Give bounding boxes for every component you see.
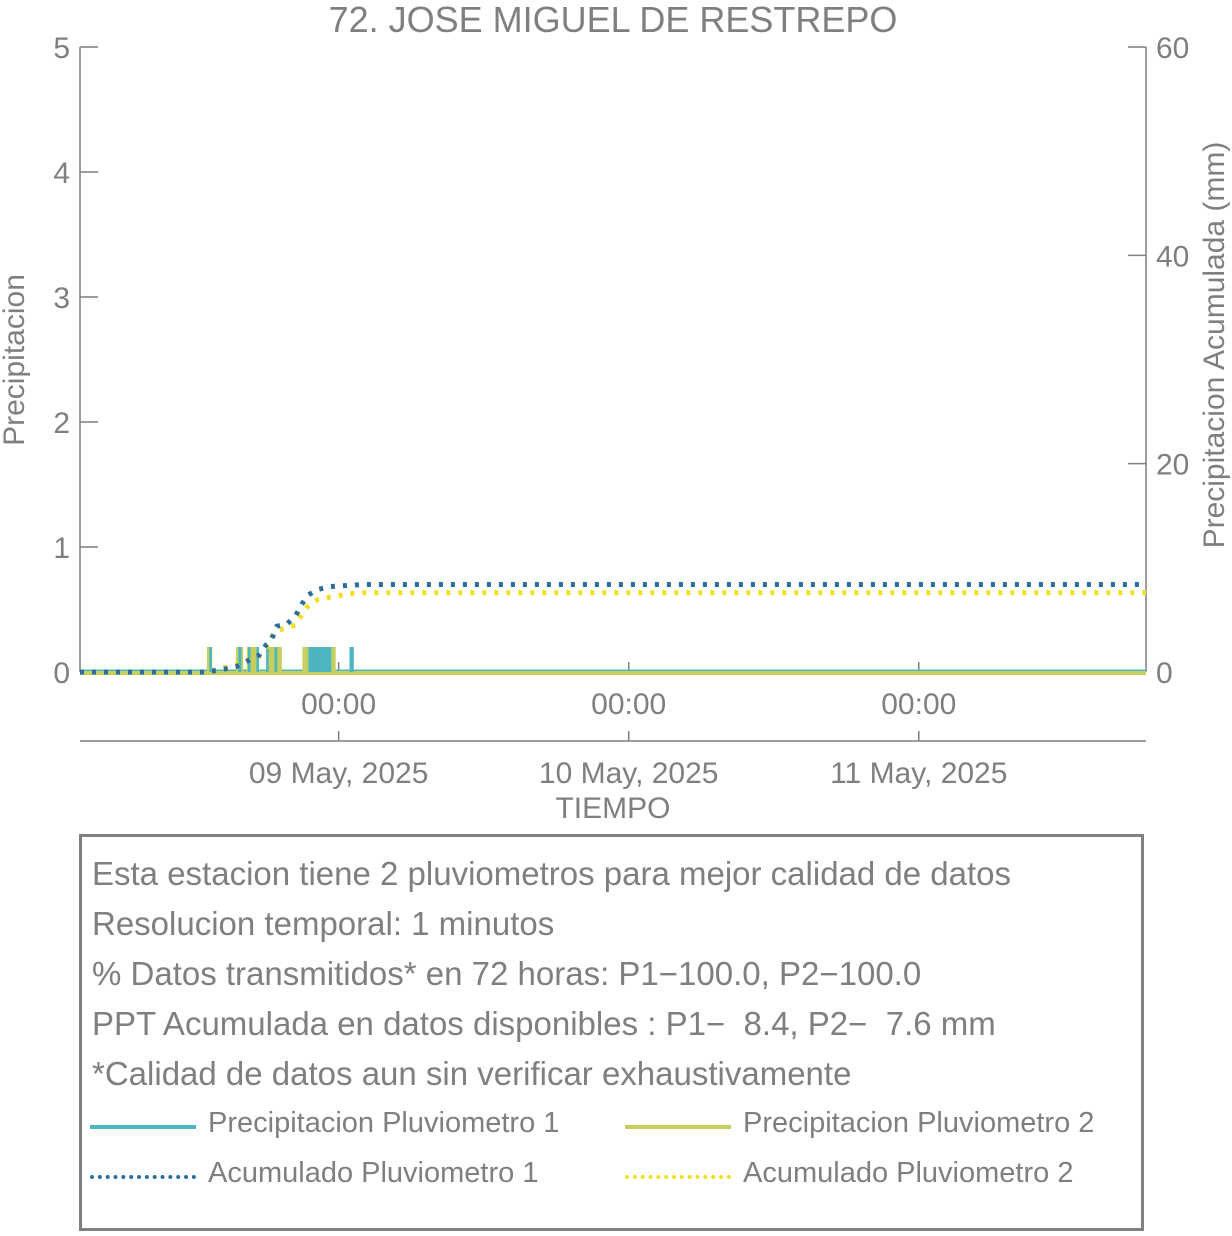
- x-tick-date-label: 11 May, 2025: [830, 757, 1007, 790]
- legend-item-a1: Acumulado Pluviometro 1: [90, 1157, 590, 1197]
- precipitation-chart: 72. JOSE MIGUEL DE RESTREPO Precipitacio…: [0, 0, 1231, 825]
- info-panel: Esta estacion tiene 2 pluviometros para …: [79, 834, 1144, 1231]
- y-left-tick-label: 3: [53, 282, 70, 315]
- y-right-tick-label: 0: [1156, 657, 1173, 690]
- legend-item-a2: Acumulado Pluviometro 2: [625, 1157, 1125, 1197]
- info-line-accumulated: PPT Acumulada en datos disponibles : P1−…: [92, 1005, 996, 1042]
- info-line-transmitted: % Datos transmitidos* en 72 horas: P1−10…: [92, 955, 922, 992]
- legend-label-p2: Precipitacion Pluviometro 2: [743, 1107, 1095, 1139]
- y-right-tick-label: 20: [1156, 449, 1189, 482]
- x-tick-time-label: 00:00: [881, 688, 956, 721]
- legend-swatch-a1: [90, 1175, 196, 1179]
- tick-labels: 0 1 2 3 4 5 0 20 40 60 00:00 09 May, 2025 00:00 10 Ma…: [53, 32, 1189, 790]
- x-axis-label: TIEMPO: [555, 792, 670, 825]
- y-right-tick-label: 40: [1156, 240, 1189, 273]
- x-tick-time-label: 00:00: [301, 688, 376, 721]
- bar-pluviometro-1: [312, 647, 315, 672]
- legend-label-p1: Precipitacion Pluviometro 1: [208, 1107, 560, 1139]
- bars: [80, 647, 1146, 675]
- x-tick-time-label: 00:00: [591, 688, 666, 721]
- chart-title: 72. JOSE MIGUEL DE RESTREPO: [329, 0, 898, 40]
- y-axis-left-label: Precipitacion: [0, 274, 31, 446]
- bar-pluviometro-2: [331, 647, 336, 672]
- y-axis-right-label: Precipitacion Acumulada (mm): [1198, 142, 1231, 549]
- bar-pluviometro-1: [238, 647, 242, 672]
- legend-swatch-p1: [90, 1125, 196, 1129]
- axes: [79, 46, 1147, 742]
- y-left-tick-label: 0: [53, 657, 70, 690]
- bar-pluviometro-1: [274, 647, 278, 672]
- bar-pluviometro-1: [308, 647, 332, 672]
- bar-pluviometro-1: [256, 647, 259, 672]
- legend-label-a2: Acumulado Pluviometro 2: [743, 1157, 1074, 1189]
- info-line-quality-note: *Calidad de datos aun sin verificar exha…: [92, 1055, 852, 1092]
- legend-label-a1: Acumulado Pluviometro 1: [208, 1157, 539, 1189]
- y-left-tick-label: 4: [53, 157, 70, 190]
- legend-swatch-p2: [625, 1125, 731, 1129]
- legend-item-p2: Precipitacion Pluviometro 2: [625, 1107, 1125, 1147]
- info-line-resolution: Resolucion temporal: 1 minutos: [92, 905, 555, 942]
- info-line-stations: Esta estacion tiene 2 pluviometros para …: [92, 855, 1012, 892]
- bar-pluviometro-1: [266, 647, 269, 672]
- bar-pluviometro-1: [349, 647, 354, 672]
- legend-item-p1: Precipitacion Pluviometro 1: [90, 1107, 590, 1147]
- x-tick-date-label: 10 May, 2025: [539, 757, 719, 790]
- y-left-tick-label: 1: [53, 532, 70, 565]
- bar-pluviometro-2: [246, 647, 257, 672]
- x-tick-date-label: 09 May, 2025: [249, 757, 429, 790]
- legend-swatch-a2: [625, 1175, 731, 1179]
- cumulative-lines: [80, 582, 1146, 675]
- bar-pluviometro-1: [209, 647, 212, 672]
- y-left-tick-label: 5: [53, 32, 70, 65]
- y-left-tick-label: 2: [53, 407, 70, 440]
- line-acumulado-pluviometro-1: [80, 582, 1146, 675]
- y-right-tick-label: 60: [1156, 32, 1189, 65]
